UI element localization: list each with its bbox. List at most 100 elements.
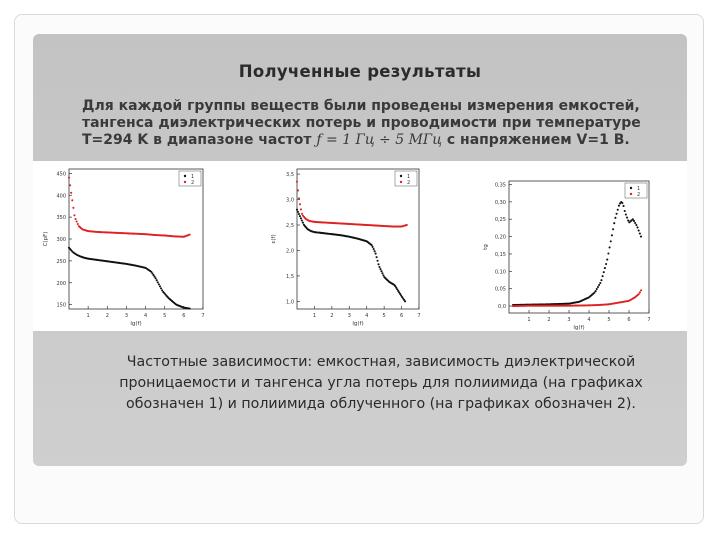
legend-marker <box>629 192 633 196</box>
data-point <box>158 285 162 288</box>
data-point <box>615 212 618 215</box>
data-point <box>71 199 74 202</box>
permittivity-chart: 1 2 3 4 5 6 71,01,52,02,53,03,5lg(f)ε(f)12 <box>271 168 421 327</box>
y-tick-label: 0,05 <box>495 287 506 293</box>
x-tick-label: 1 <box>87 313 90 319</box>
data-point <box>73 214 76 217</box>
data-point <box>156 281 159 284</box>
data-point <box>72 206 75 209</box>
data-point <box>67 176 71 179</box>
data-point <box>300 212 304 215</box>
slide-title: Полученные результаты <box>238 62 482 81</box>
x-axis-label: lg(f) <box>352 321 363 327</box>
legend-marker <box>183 180 187 184</box>
data-point <box>404 300 407 303</box>
x-tick-label: 6 <box>182 313 185 319</box>
data-point <box>405 223 408 227</box>
data-point <box>153 275 156 278</box>
data-point <box>637 293 640 296</box>
y-tick-label: 200 <box>56 281 66 287</box>
y-tick-label: 3,0 <box>286 198 294 204</box>
data-point <box>299 217 302 220</box>
data-point <box>154 277 157 280</box>
plot-frame <box>68 168 204 310</box>
data-point <box>593 291 596 294</box>
data-point <box>619 202 622 205</box>
y-tick-label: 0,15 <box>495 252 506 258</box>
data-point <box>75 220 78 223</box>
x-tick-label: 4 <box>144 313 147 319</box>
chart-strip: 1 2 3 4 5 6 7 150 200 250 300 350 400 450 lg(f) C(pF) 1 2… <box>33 161 687 331</box>
y-tick-label: 350 <box>56 215 66 221</box>
data-point <box>376 259 379 262</box>
x-tick-label: 3 <box>348 313 351 319</box>
data-point <box>595 288 598 291</box>
y-tick-label: 400 <box>56 193 66 199</box>
data-point <box>601 275 604 278</box>
legend-box <box>178 170 202 187</box>
data-point <box>160 287 163 290</box>
data-point <box>398 291 401 294</box>
data-point <box>625 216 629 219</box>
legend-entry: 1 <box>407 174 410 180</box>
intro-text: Для каждой группы веществ были проведены… <box>82 98 672 149</box>
data-point <box>188 307 191 310</box>
data-point <box>374 252 377 255</box>
x-axis-label: lg(f) <box>573 325 584 331</box>
series-1 <box>295 208 407 303</box>
data-point <box>399 292 402 296</box>
data-point <box>594 290 597 293</box>
legend-entry: 2 <box>191 180 194 186</box>
data-point <box>155 279 158 282</box>
legend-entry: 1 <box>191 174 194 180</box>
intro-before: Для каждой группы веществ были проведены… <box>82 98 641 148</box>
data-point <box>397 289 400 292</box>
y-tick-label: 0,35 <box>495 182 506 188</box>
legend-marker <box>399 180 403 184</box>
x-tick-label: 1 <box>527 317 530 323</box>
loss-tangent-chart: 1 2 3 4 5 6 70,00,050,100,150,200,250,300,35lg… <box>483 180 651 331</box>
data-point <box>395 286 398 289</box>
x-tick-label: 4 <box>587 317 590 323</box>
data-point <box>634 221 637 225</box>
data-point <box>295 180 299 183</box>
x-tick-label: 6 <box>627 317 630 323</box>
x-tick-label: 3 <box>567 317 570 323</box>
frequency-formula: ƒ = 1 Гц ÷ 5 МГц <box>316 132 442 148</box>
y-axis-label: C(pF) <box>43 232 49 247</box>
data-point <box>301 221 304 224</box>
plot-frame <box>296 168 420 310</box>
data-point <box>76 223 79 226</box>
data-point <box>612 228 615 231</box>
data-point <box>297 212 301 216</box>
data-point <box>622 204 625 207</box>
data-point <box>297 197 301 200</box>
data-point <box>296 210 300 213</box>
y-tick-label: 450 <box>56 171 66 177</box>
data-point <box>378 265 381 269</box>
data-point <box>377 263 380 266</box>
y-tick-label: 250 <box>56 259 66 265</box>
y-tick-label: 300 <box>56 237 66 243</box>
data-point <box>298 203 302 206</box>
legend-marker <box>629 186 633 190</box>
series-2 <box>67 176 191 238</box>
data-point <box>299 208 303 211</box>
data-point <box>638 291 641 294</box>
x-tick-label: 5 <box>383 313 386 319</box>
data-point <box>623 209 626 213</box>
legend-box <box>394 170 418 187</box>
data-point <box>300 219 303 222</box>
data-point <box>396 288 399 291</box>
legend-marker <box>399 174 403 178</box>
y-tick-label: 1,0 <box>286 299 294 305</box>
data-point <box>600 279 603 282</box>
data-point <box>638 232 641 235</box>
x-tick-label: 2 <box>106 313 109 319</box>
data-point <box>152 273 155 276</box>
data-point <box>607 252 610 255</box>
series-1 <box>67 246 191 310</box>
y-tick-label: 3,5 <box>286 172 294 178</box>
data-point <box>373 250 376 253</box>
data-point <box>627 219 630 222</box>
